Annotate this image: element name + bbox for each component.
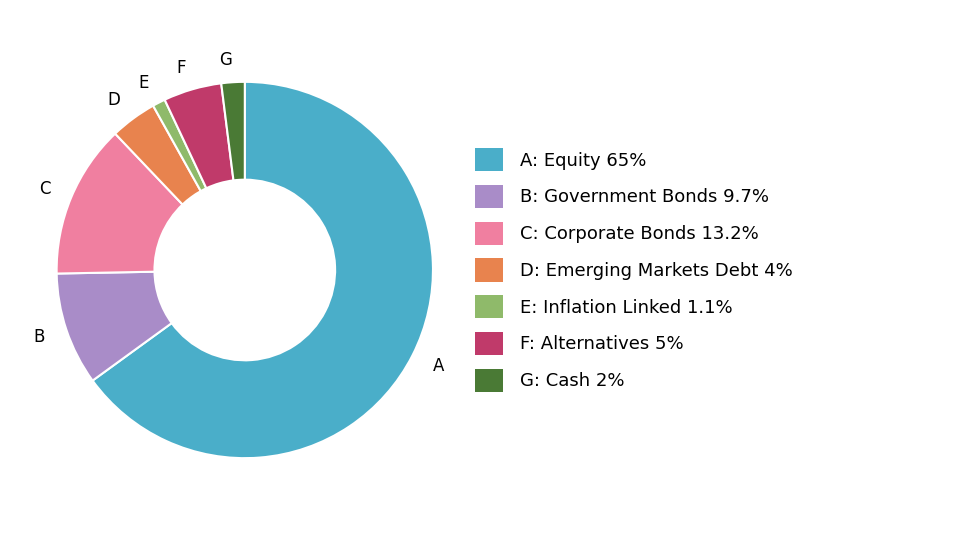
Wedge shape <box>57 133 182 274</box>
Text: B: B <box>34 328 45 346</box>
Text: D: D <box>107 91 120 109</box>
Text: F: F <box>177 59 186 77</box>
Wedge shape <box>92 82 433 458</box>
Wedge shape <box>57 272 172 381</box>
Wedge shape <box>153 100 206 191</box>
Text: C: C <box>38 180 50 198</box>
Text: E: E <box>138 73 149 92</box>
Text: G: G <box>219 51 231 69</box>
Legend: A: Equity 65%, B: Government Bonds 9.7%, C: Corporate Bonds 13.2%, D: Emerging M: A: Equity 65%, B: Government Bonds 9.7%,… <box>466 139 802 401</box>
Wedge shape <box>165 83 233 188</box>
Text: A: A <box>433 357 444 375</box>
Wedge shape <box>221 82 245 180</box>
Wedge shape <box>115 106 201 205</box>
